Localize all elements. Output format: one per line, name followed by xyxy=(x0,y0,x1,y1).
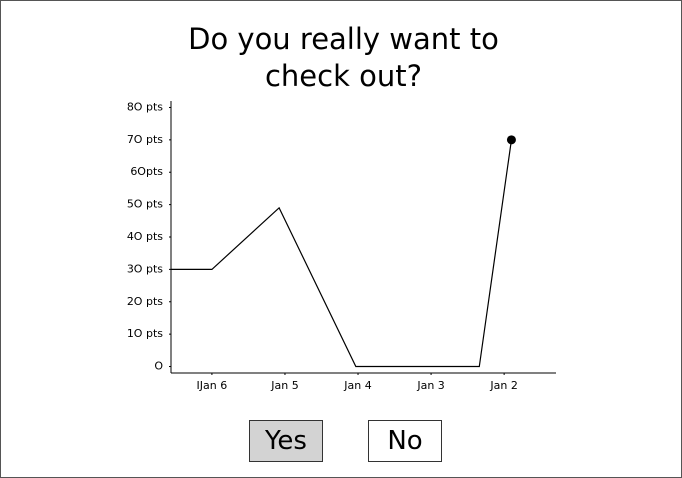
line-series xyxy=(171,139,513,368)
x-tick-label: Jan 2 xyxy=(489,379,517,392)
end-point xyxy=(506,135,516,145)
y-tick-label: 8O pts xyxy=(127,100,163,113)
y-tick-label: 1O pts xyxy=(127,327,163,340)
no-button[interactable]: No xyxy=(368,420,442,462)
y-tick-label: O xyxy=(154,360,163,373)
y-tick-label: 5O pts xyxy=(127,198,163,211)
y-tick-label: 4O pts xyxy=(127,230,163,243)
dialog-title: Do you really want to check out? xyxy=(188,22,499,93)
x-tick-label: Jan 5 xyxy=(270,379,298,392)
x-tick-label: IJan 6 xyxy=(197,379,228,392)
y-tick-label: 6Opts xyxy=(130,165,163,178)
y-tick-label: 2O pts xyxy=(127,295,163,308)
y-tick-label: 3O pts xyxy=(127,262,163,275)
x-tick-label: Jan 3 xyxy=(416,379,444,392)
x-tick-label: Jan 4 xyxy=(343,379,371,392)
y-tick-label: 7O pts xyxy=(127,133,163,146)
yes-button[interactable]: Yes xyxy=(249,420,323,462)
